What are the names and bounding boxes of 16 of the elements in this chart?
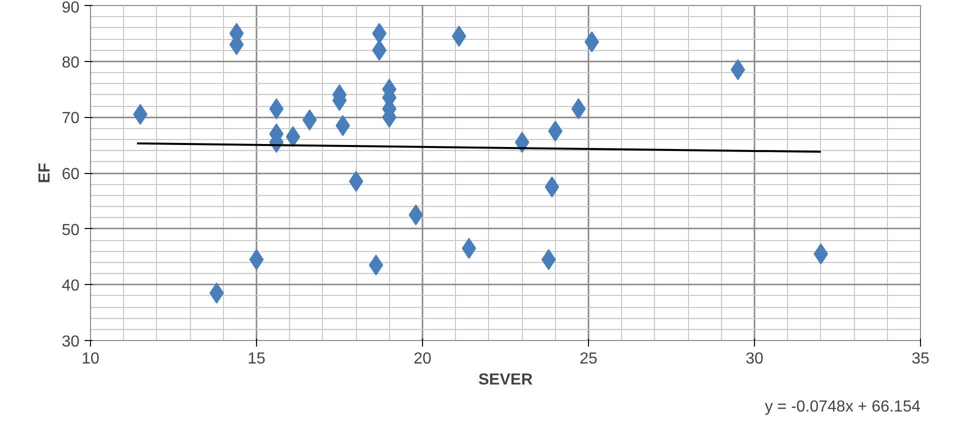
x-tick-label: 15 — [248, 350, 266, 368]
y-tick-label: 60 — [62, 166, 80, 183]
y-tick-label: 30 — [62, 334, 80, 350]
x-tick-label: 35 — [912, 350, 930, 368]
text: y = -0.0748x + 66.154 — [764, 398, 921, 416]
x-axis-title: SEVER — [478, 372, 534, 388]
y-tick-label: 80 — [62, 54, 80, 72]
y-axis-title: EF — [36, 162, 54, 184]
x-tick-label: 30 — [746, 350, 764, 368]
y-tick-label: 90 — [62, 0, 80, 16]
x-tick-label: 10 — [82, 350, 100, 368]
x-tick-label: 20 — [414, 350, 432, 368]
y-tick-label: 70 — [62, 110, 80, 128]
y-tick-label: 50 — [62, 222, 80, 239]
x-tick-label: 25 — [580, 350, 598, 368]
y-tick-label: 40 — [62, 278, 80, 295]
